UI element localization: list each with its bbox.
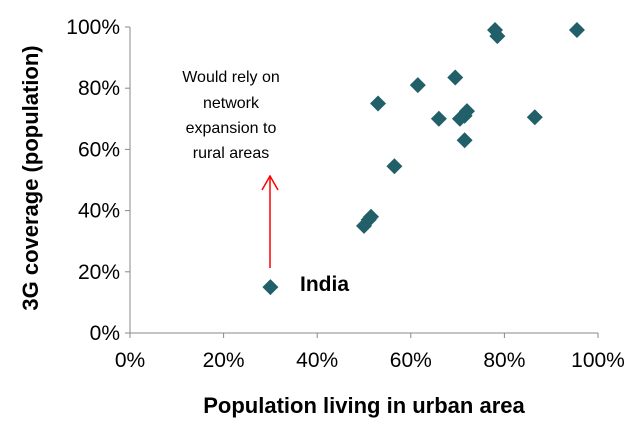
x-axis-title: Population living in urban area (203, 393, 525, 418)
y-axis-title: 3G coverage (population) (18, 45, 43, 310)
note-line-2: network (203, 95, 260, 112)
data-point-diamond (458, 103, 475, 120)
data-point-diamond (430, 110, 447, 127)
note-line-3: expansion to (186, 120, 277, 137)
annotation-arrow (261, 174, 279, 268)
data-point-diamond (447, 69, 464, 86)
y-tick-label: 20% (78, 261, 120, 284)
data-point-diamond (487, 22, 504, 39)
arrow-head (261, 174, 279, 191)
x-tick-label: 0% (115, 349, 145, 372)
data-point-diamond (363, 208, 380, 225)
x-tick-label: 80% (483, 349, 525, 372)
data-point-diamond (262, 279, 279, 296)
y-tick-label: 100% (66, 16, 120, 39)
india-label: India (300, 273, 349, 296)
data-point-diamond (370, 95, 387, 112)
x-tick-group: 0% 20% 40% 60% 80% 100% (115, 333, 625, 372)
data-point-diamond (489, 28, 506, 45)
data-point-diamond (526, 109, 543, 126)
note-line-1: Would rely on (182, 69, 280, 86)
x-tick-label: 40% (296, 349, 338, 372)
y-axis-title-group: 3G coverage (population) (18, 45, 43, 310)
x-tick-label: 20% (203, 349, 245, 372)
annotation-note: Would rely on network expansion to rural… (182, 69, 280, 162)
data-point-diamond (456, 132, 473, 149)
x-tick-label: 60% (390, 349, 432, 372)
y-tick-label: 0% (90, 322, 120, 345)
y-tick-label: 80% (78, 77, 120, 100)
y-tick-label: 40% (78, 200, 120, 223)
data-point-diamond (568, 22, 585, 39)
y-tick-group: 0% 20% 40% 60% 80% 100% (66, 16, 130, 345)
data-points (262, 22, 585, 296)
x-tick-label: 100% (571, 349, 625, 372)
note-line-4: rural areas (193, 145, 269, 162)
data-point-diamond (409, 77, 426, 94)
data-point-diamond (386, 158, 403, 175)
y-tick-label: 60% (78, 138, 120, 161)
